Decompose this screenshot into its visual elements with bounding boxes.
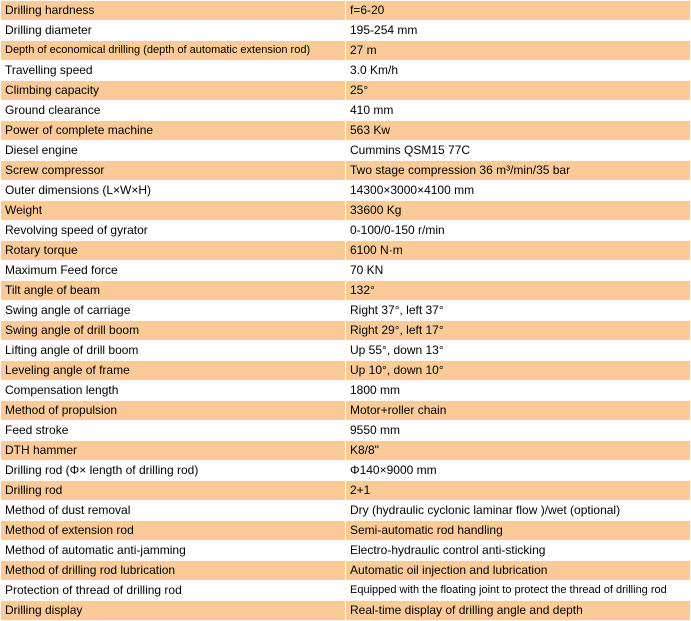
spec-value-cell: Two stage compression 36 m³/min/35 bar (346, 161, 690, 180)
spec-value-cell: f=6-20 (346, 1, 690, 20)
spec-label-cell: Maximum Feed force (1, 261, 345, 280)
spec-label-cell: Climbing capacity (1, 81, 345, 100)
spec-label-cell: Drilling rod (Φ× length of drilling rod) (1, 461, 345, 480)
spec-value-cell: 27 m (346, 41, 690, 60)
spec-label-cell: Power of complete machine (1, 121, 345, 140)
spec-label-cell: Feed stroke (1, 421, 345, 440)
table-row: Rotary torque 6100 N·m (1, 241, 690, 260)
spec-label-cell: Depth of economical drilling (depth of a… (1, 41, 345, 60)
table-row: Weight 33600 Kg (1, 201, 690, 220)
spec-value-cell: Real-time display of drilling angle and … (346, 601, 690, 620)
table-row: Leveling angle of frame Up 10°, down 10° (1, 361, 690, 380)
spec-value-cell: 410 mm (346, 101, 690, 120)
spec-label-cell: Method of drilling rod lubrication (1, 561, 345, 580)
table-row: Diesel engine Cummins QSM15 77C (1, 141, 690, 160)
spec-label-cell: Swing angle of carriage (1, 301, 345, 320)
table-row: Lifting angle of drill boom Up 55°, down… (1, 341, 690, 360)
spec-label-cell: Travelling speed (1, 61, 345, 80)
spec-value-cell: 70 KN (346, 261, 690, 280)
spec-value-cell: Φ140×9000 mm (346, 461, 690, 480)
table-row: Method of propulsion Motor+roller chain (1, 401, 690, 420)
spec-value-cell: 1800 mm (346, 381, 690, 400)
spec-value-cell: Motor+roller chain (346, 401, 690, 420)
spec-label-cell: Lifting angle of drill boom (1, 341, 345, 360)
spec-value-cell: 195-254 mm (346, 21, 690, 40)
spec-label-cell: Outer dimensions (L×W×H) (1, 181, 345, 200)
spec-label-cell: Drilling diameter (1, 21, 345, 40)
table-row: Method of automatic anti-jamming Electro… (1, 541, 690, 560)
spec-label-cell: Method of dust removal (1, 501, 345, 520)
spec-value-cell: Semi-automatic rod handling (346, 521, 690, 540)
table-row: Method of dust removal Dry (hydraulic cy… (1, 501, 690, 520)
spec-value-cell: 132° (346, 281, 690, 300)
spec-label-cell: Tilt angle of beam (1, 281, 345, 300)
spec-label-cell: Screw compressor (1, 161, 345, 180)
spec-value-cell: Up 10°, down 10° (346, 361, 690, 380)
table-row: Method of drilling rod lubrication Autom… (1, 561, 690, 580)
spec-label-cell: Compensation length (1, 381, 345, 400)
spec-label-cell: Swing angle of drill boom (1, 321, 345, 340)
spec-value-cell: 3.0 Km/h (346, 61, 690, 80)
spec-value-cell: Right 37°, left 37° (346, 301, 690, 320)
spec-label-cell: Method of extension rod (1, 521, 345, 540)
spec-label-cell: Method of automatic anti-jamming (1, 541, 345, 560)
spec-label-cell: Rotary torque (1, 241, 345, 260)
spec-value-cell: Electro-hydraulic control anti-sticking (346, 541, 690, 560)
table-row: Drilling rod 2+1 (1, 481, 690, 500)
spec-label-cell: Drilling rod (1, 481, 345, 500)
table-row: DTH hammer K8/8" (1, 441, 690, 460)
table-row: Compensation length 1800 mm (1, 381, 690, 400)
table-row: Swing angle of drill boom Right 29°, lef… (1, 321, 690, 340)
spec-value-cell: Cummins QSM15 77C (346, 141, 690, 160)
table-row: Screw compressor Two stage compression 3… (1, 161, 690, 180)
table-row: Drilling rod (Φ× length of drilling rod)… (1, 461, 690, 480)
spec-value-cell: 0-100/0-150 r/min (346, 221, 690, 240)
spec-label-cell: Drilling display (1, 601, 345, 620)
table-row: Drilling hardness f=6-20 (1, 1, 690, 20)
table-row: Travelling speed 3.0 Km/h (1, 61, 690, 80)
table-row: Protection of thread of drilling rod Equ… (1, 581, 690, 600)
spec-label-cell: Drilling hardness (1, 1, 345, 20)
spec-value-cell: Equipped with the floating joint to prot… (346, 581, 690, 600)
spec-value-cell: 6100 N·m (346, 241, 690, 260)
spec-label-cell: Revolving speed of gyrator (1, 221, 345, 240)
spec-label-cell: Protection of thread of drilling rod (1, 581, 345, 600)
spec-value-cell: K8/8" (346, 441, 690, 460)
table-row: Feed stroke 9550 mm (1, 421, 690, 440)
spec-value-cell: 14300×3000×4100 mm (346, 181, 690, 200)
table-row: Drilling display Real-time display of dr… (1, 601, 690, 620)
table-row: Revolving speed of gyrator 0-100/0-150 r… (1, 221, 690, 240)
spec-label-cell: Method of propulsion (1, 401, 345, 420)
spec-value-cell: 2+1 (346, 481, 690, 500)
spec-value-cell: Automatic oil injection and lubrication (346, 561, 690, 580)
table-row: Power of complete machine 563 Kw (1, 121, 690, 140)
spec-value-cell: Dry (hydraulic cyclonic laminar flow )/w… (346, 501, 690, 520)
table-row: Climbing capacity 25° (1, 81, 690, 100)
spec-label-cell: Weight (1, 201, 345, 220)
spec-value-cell: 563 Kw (346, 121, 690, 140)
table-row: Tilt angle of beam 132° (1, 281, 690, 300)
table-row: Depth of economical drilling (depth of a… (1, 41, 690, 60)
table-row: Drilling diameter 195-254 mm (1, 21, 690, 40)
spec-label-cell: Ground clearance (1, 101, 345, 120)
table-row: Method of extension rod Semi-automatic r… (1, 521, 690, 540)
spec-value-cell: Up 55°, down 13° (346, 341, 690, 360)
table-row: Outer dimensions (L×W×H) 14300×3000×4100… (1, 181, 690, 200)
spec-value-cell: 25° (346, 81, 690, 100)
spec-label-cell: Leveling angle of frame (1, 361, 345, 380)
spec-value-cell: 9550 mm (346, 421, 690, 440)
table-row: Maximum Feed force 70 KN (1, 261, 690, 280)
table-row: Swing angle of carriage Right 37°, left … (1, 301, 690, 320)
spec-value-cell: 33600 Kg (346, 201, 690, 220)
spec-value-cell: Right 29°, left 17° (346, 321, 690, 340)
spec-label-cell: DTH hammer (1, 441, 345, 460)
table-row: Ground clearance 410 mm (1, 101, 690, 120)
spec-label-cell: Diesel engine (1, 141, 345, 160)
